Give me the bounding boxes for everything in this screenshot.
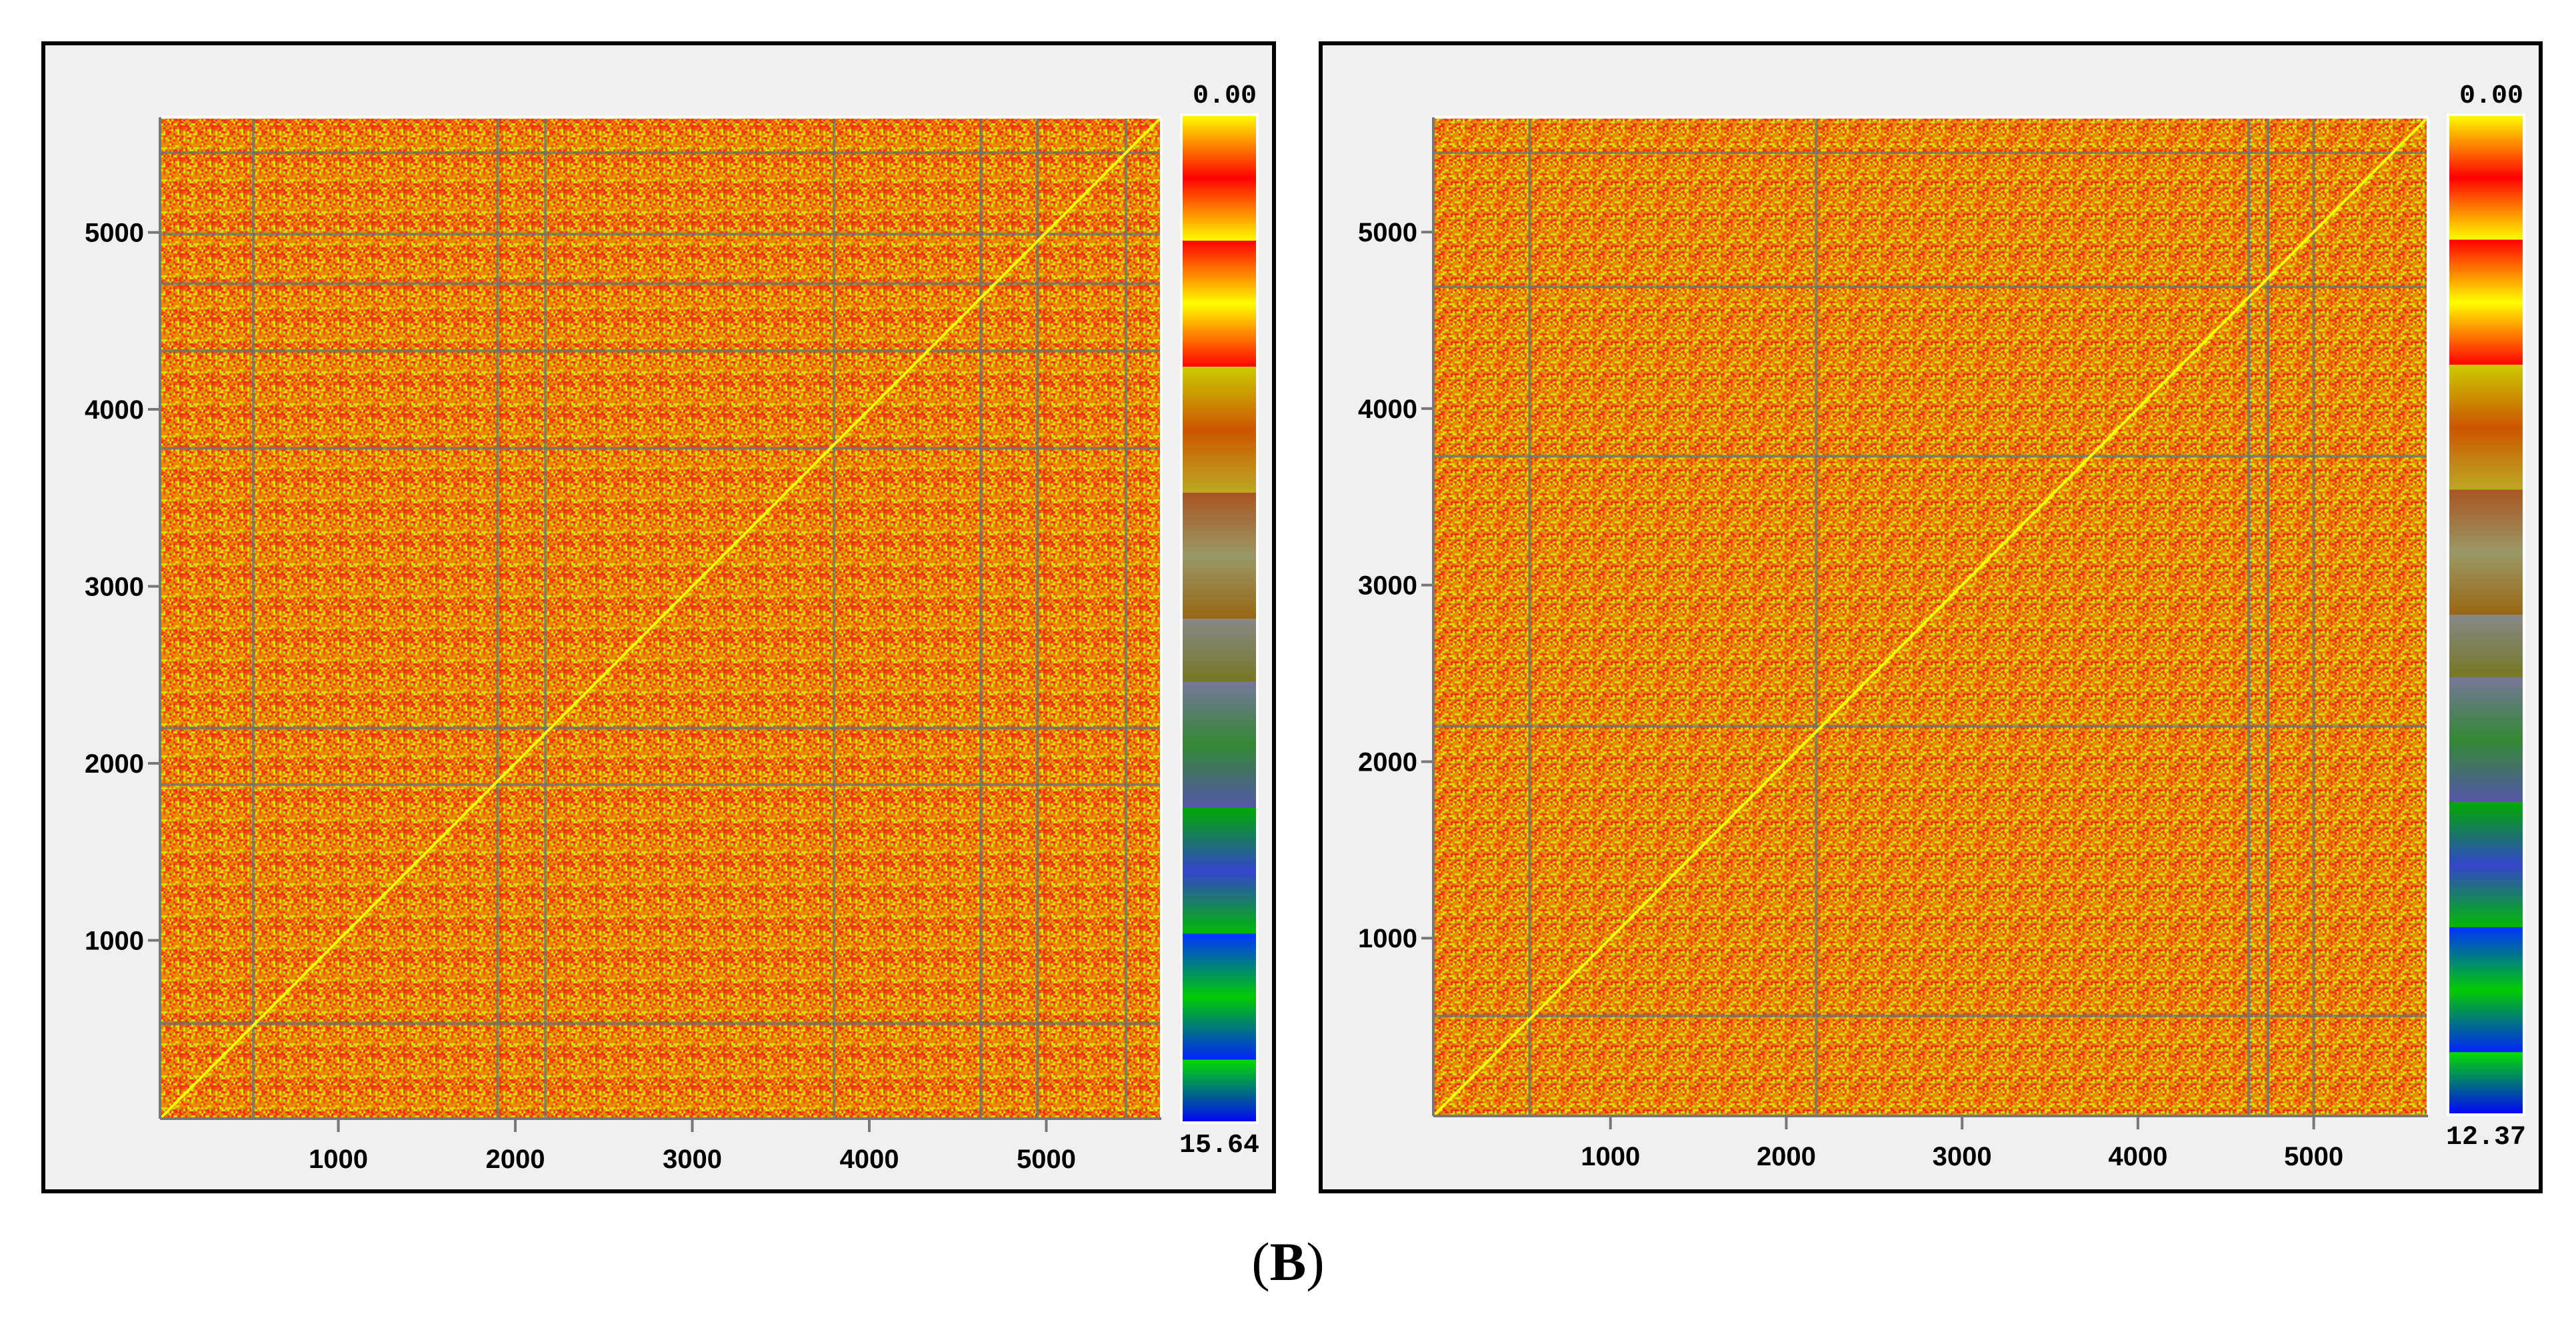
colorbar-band-right-4: [2448, 365, 2524, 428]
figure-panel-caption: (B): [1251, 1231, 1325, 1292]
colorbar-band-right-2: [2448, 239, 2524, 303]
colorbar-band-left-4: [1181, 367, 1257, 431]
diagonal-line-right: [1433, 116, 2429, 1116]
y-tick-label-left-2000: 2000: [85, 749, 144, 779]
colorbar-band-right-7: [2448, 552, 2524, 615]
y-tick-label-right-2000: 2000: [1358, 747, 1417, 777]
colorbar-top-label-right: 0.00: [2459, 81, 2523, 111]
colorbar-band-right-15: [2448, 1052, 2524, 1115]
colorbar-band-left-8: [1181, 619, 1257, 683]
y-tick-label-right-3000: 3000: [1358, 571, 1417, 601]
colorbar-band-left-5: [1181, 429, 1257, 493]
y-tick-label-left-1000: 1000: [85, 927, 144, 956]
colorbar-band-right-1: [2448, 177, 2524, 241]
y-tick-label-left-5000: 5000: [85, 219, 144, 248]
colorbar-band-right-13: [2448, 927, 2524, 991]
colorbar-band-left-10: [1181, 745, 1257, 809]
colorbar-band-left-1: [1181, 177, 1257, 241]
y-tick-label-right-5000: 5000: [1358, 218, 1417, 247]
x-tick-label-left-2000: 2000: [485, 1145, 545, 1174]
dot-plot-panel-left: 1000 2000 3000 4000 5000 1000 2000 3000 4000 5000…: [41, 41, 1276, 1193]
colorbar-bottom-label-right: 12.37: [2446, 1123, 2526, 1153]
colorbar-band-right-9: [2448, 677, 2524, 741]
y-tick-label-left-4000: 4000: [85, 395, 144, 425]
colorbar-band-right-12: [2448, 865, 2524, 928]
x-tick-label-left-4000: 4000: [839, 1145, 899, 1174]
colorbar-left: [1180, 113, 1259, 1124]
y-tick-label-right-1000: 1000: [1358, 924, 1417, 953]
colorbar-band-left-9: [1181, 681, 1257, 745]
colorbar-band-right-5: [2448, 427, 2524, 491]
dot-plot-chart-left: 1000 2000 3000 4000 5000 1000 2000 3000 4000 5000…: [85, 81, 1259, 1174]
colorbar-band-right-10: [2448, 739, 2524, 803]
colorbar-band-right-0: [2448, 115, 2524, 178]
y-tick-label-left-3000: 3000: [85, 573, 144, 602]
dot-plot-panel-right: 1000 2000 3000 4000 5000 1000 2000 3000 4000 5000…: [1319, 41, 2543, 1193]
x-tick-label-left-1000: 1000: [309, 1145, 368, 1174]
colorbar-band-left-12: [1181, 871, 1257, 935]
colorbar-band-right-3: [2448, 302, 2524, 365]
colorbar-band-left-2: [1181, 241, 1257, 305]
x-tick-label-right-1000: 1000: [1581, 1142, 1640, 1171]
x-tick-label-right-4000: 4000: [2108, 1142, 2167, 1171]
colorbar-band-right-14: [2448, 989, 2524, 1053]
colorbar-band-left-3: [1181, 303, 1257, 367]
colorbar-band-right-8: [2448, 615, 2524, 678]
colorbar-band-right-6: [2448, 489, 2524, 553]
caption-letter: B: [1269, 1231, 1307, 1292]
colorbar-band-left-13: [1181, 933, 1257, 997]
colorbar-top-label-left: 0.00: [1193, 81, 1257, 111]
colorbar-band-left-11: [1181, 807, 1257, 871]
colorbar-band-left-6: [1181, 493, 1257, 557]
colorbar-bottom-label-left: 15.64: [1179, 1131, 1259, 1161]
colorbar-right: [2447, 113, 2525, 1116]
x-tick-label-right-5000: 5000: [2284, 1142, 2343, 1171]
x-tick-label-left-3000: 3000: [663, 1145, 722, 1174]
colorbar-band-right-11: [2448, 802, 2524, 865]
diagonal-line-left: [160, 116, 1163, 1119]
colorbar-band-left-7: [1181, 555, 1257, 619]
y-tick-label-right-4000: 4000: [1358, 395, 1417, 424]
x-tick-label-right-2000: 2000: [1757, 1142, 1816, 1171]
colorbar-band-left-0: [1181, 115, 1257, 179]
colorbar-band-left-14: [1181, 997, 1257, 1061]
colorbar-band-left-15: [1181, 1059, 1257, 1123]
dot-plot-chart-right: 1000 2000 3000 4000 5000 1000 2000 3000 4000 5000…: [1358, 81, 2526, 1171]
x-tick-label-right-3000: 3000: [1933, 1142, 1992, 1171]
x-tick-label-left-5000: 5000: [1017, 1145, 1076, 1174]
